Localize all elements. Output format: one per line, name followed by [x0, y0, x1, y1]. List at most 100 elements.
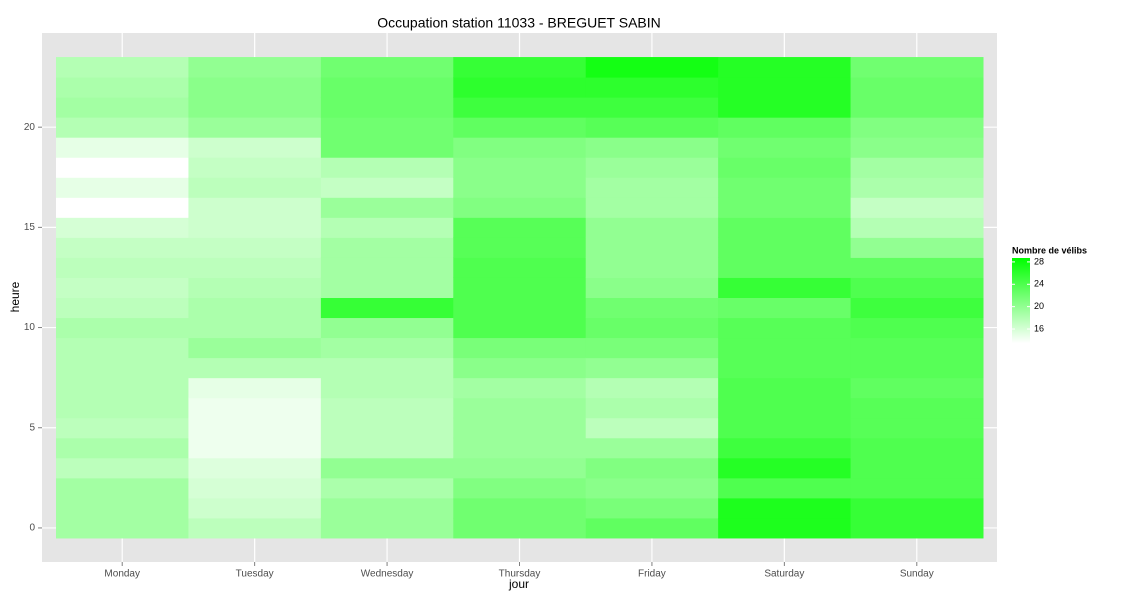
heat-cell: [56, 157, 189, 178]
legend-colorbar: [1012, 258, 1030, 343]
heat-cell: [585, 217, 719, 238]
heat-cell: [850, 157, 984, 178]
heat-cell: [850, 457, 984, 479]
heat-cell: [56, 477, 189, 499]
y-tick-label: 10: [24, 322, 36, 333]
heat-cell: [320, 237, 454, 258]
heat-cell: [850, 257, 984, 278]
chart-title: Occupation station 11033 - BREGUET SABIN: [377, 15, 661, 31]
heat-cell: [718, 77, 852, 98]
heat-cell: [453, 57, 587, 78]
heat-cell: [718, 497, 852, 519]
heat-cell: [585, 437, 719, 459]
heat-cell: [453, 377, 587, 399]
y-tick-label: 20: [24, 122, 36, 133]
heat-cell: [850, 237, 984, 258]
legend-tick-label: 16: [1034, 323, 1044, 333]
x-tick-label: Monday: [104, 569, 140, 580]
legend-tick-label: 24: [1034, 279, 1044, 289]
heat-cell: [453, 117, 587, 138]
heat-cell: [453, 297, 587, 319]
heat-cell: [320, 217, 454, 238]
heat-cell: [320, 197, 454, 218]
legend-tick-label: 20: [1034, 301, 1044, 311]
heat-cell: [585, 97, 719, 118]
heat-cell: [320, 57, 454, 78]
heat-cell: [188, 477, 322, 499]
heat-cell: [453, 257, 587, 278]
heat-cell: [850, 317, 984, 339]
heat-cell: [188, 497, 322, 519]
heat-cell: [585, 77, 719, 98]
heat-cell: [850, 137, 984, 158]
heat-cell: [320, 457, 454, 479]
heat-cell: [850, 337, 984, 359]
heat-cell: [850, 217, 984, 238]
heat-cell: [453, 417, 587, 439]
heat-cell: [188, 217, 322, 238]
heat-cell: [188, 437, 322, 459]
heat-cell: [718, 397, 852, 419]
heat-cell: [56, 77, 189, 98]
y-tick-label: 15: [24, 222, 36, 233]
heat-cell: [453, 137, 587, 158]
heat-cell: [453, 477, 587, 499]
heat-cell: [718, 437, 852, 459]
heat-cell: [56, 257, 189, 278]
heat-cell: [188, 277, 322, 298]
heat-cell: [56, 517, 189, 539]
heat-cell: [56, 137, 189, 158]
heat-cell: [320, 437, 454, 459]
heat-cell: [320, 317, 454, 339]
heat-cell: [718, 477, 852, 499]
heat-cell: [718, 197, 852, 218]
heat-cell: [320, 357, 454, 379]
heat-cell: [850, 97, 984, 118]
heat-cell: [188, 57, 322, 78]
heat-cell: [850, 77, 984, 98]
x-tick-label: Saturday: [764, 569, 804, 580]
heat-cell: [850, 417, 984, 439]
heat-cell: [56, 457, 189, 479]
heat-cell: [56, 357, 189, 379]
heat-cell: [188, 457, 322, 479]
heat-cell: [320, 397, 454, 419]
heat-cell: [850, 177, 984, 198]
heat-cell: [453, 397, 587, 419]
x-tick-label: Tuesday: [236, 569, 274, 580]
x-tick-label: Sunday: [900, 569, 934, 580]
heat-cell: [188, 137, 322, 158]
x-tick-label: Friday: [638, 569, 666, 580]
heat-cell: [56, 117, 189, 138]
heat-cell: [188, 117, 322, 138]
heat-cell: [188, 357, 322, 379]
heat-cell: [453, 337, 587, 359]
heat-cell: [585, 57, 719, 78]
heat-cell: [850, 297, 984, 319]
x-tick-label: Thursday: [499, 569, 541, 580]
heat-cell: [850, 277, 984, 298]
heat-cell: [56, 497, 189, 519]
heat-cell: [56, 217, 189, 238]
heat-cell: [453, 157, 587, 178]
heat-cell: [850, 437, 984, 459]
heat-cell: [320, 257, 454, 278]
heat-cell: [320, 77, 454, 98]
heat-cell: [320, 477, 454, 499]
heat-cell: [585, 277, 719, 298]
heat-cell: [850, 477, 984, 499]
heat-cell: [585, 517, 719, 539]
heat-cell: [453, 497, 587, 519]
heat-cell: [320, 117, 454, 138]
heat-cell: [718, 257, 852, 278]
heat-cell: [453, 217, 587, 238]
heat-cell: [56, 437, 189, 459]
heat-cell: [718, 117, 852, 138]
heat-cell: [718, 137, 852, 158]
heat-cell: [453, 457, 587, 479]
heat-cell: [850, 517, 984, 539]
heat-cell: [56, 57, 189, 78]
heat-cell: [188, 157, 322, 178]
heat-cell: [320, 137, 454, 158]
y-tick-label: 5: [29, 422, 35, 433]
